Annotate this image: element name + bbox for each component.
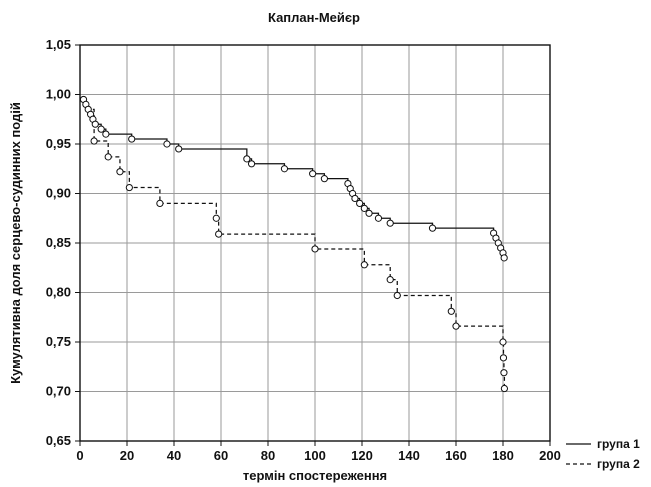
plot-frame: [79, 44, 551, 442]
x-tick-label: 120: [351, 448, 373, 463]
series-group-2-point: [499, 354, 508, 362]
series-group-1-point: [360, 204, 368, 212]
y-tick-label: 1,00: [46, 87, 71, 102]
series-group-1-point: [351, 194, 359, 203]
y-tick-label: 0,75: [46, 334, 71, 349]
x-tick-label: 140: [398, 448, 420, 463]
legend-group-2-label: група 2: [597, 457, 640, 471]
series-group-1-point: [128, 135, 136, 143]
series-group-1-point: [374, 214, 383, 222]
marker-layer: [79, 95, 509, 393]
series-group-2-point: [311, 245, 319, 253]
y-axis-title: Кумулятивна доля серцево-судинних подій: [8, 102, 23, 384]
series-group-1-point: [280, 165, 289, 173]
x-tick-label: 160: [445, 448, 467, 463]
y-tick-label: 0,80: [46, 285, 71, 300]
series-group-1-point: [320, 175, 328, 183]
series-group-1-point: [500, 254, 508, 262]
x-axis-title: термін спостереження: [243, 468, 387, 483]
y-tick-label: 0,70: [46, 384, 71, 399]
y-tick-label: 0,85: [46, 235, 71, 250]
series-group-2-point: [212, 214, 220, 222]
series-group-2-point: [215, 230, 223, 238]
grid-layer: [80, 45, 550, 441]
x-tick-label: 40: [167, 448, 181, 463]
x-tick-label: 100: [304, 448, 326, 463]
series-group-2-point: [452, 322, 460, 330]
x-tick-label: 200: [539, 448, 561, 463]
y-tick-label: 0,95: [46, 136, 71, 151]
series-group-1-point: [309, 170, 317, 178]
series-group-1-point: [243, 155, 251, 163]
series-group-1-point: [247, 160, 256, 168]
series-group-2-point: [500, 384, 509, 393]
series-group-2-point: [116, 168, 124, 176]
series-group-1-point: [365, 209, 373, 217]
series-group-2-point: [104, 153, 112, 161]
axis-layer: 0 20 40 60 80 100 120 140 160 180 200 0,65 0,70 0,75 0…: [46, 37, 561, 463]
series-group-1-point: [163, 140, 171, 148]
series-group-1-point: [175, 145, 183, 153]
legend-layer: група 1 група 2: [566, 437, 640, 471]
series-group-1-point: [91, 120, 99, 128]
series-group-2-point: [499, 338, 507, 346]
series-group-2-line: [85, 108, 506, 389]
series-group-2-point: [447, 307, 455, 315]
x-tick-label: 80: [261, 448, 275, 463]
series-group-2-point: [500, 369, 508, 377]
series-group-2-point: [125, 183, 133, 192]
series-group-2-point: [360, 261, 368, 269]
series-group-2-point: [90, 137, 98, 145]
x-tick-label: 20: [120, 448, 134, 463]
series-group-1-point: [97, 125, 105, 133]
series-group-2-point: [393, 291, 401, 300]
y-tick-label: 0,65: [46, 433, 71, 448]
chart-title: Каплан-Мейєр: [268, 10, 360, 25]
x-tick-label: 0: [76, 448, 83, 463]
x-tick-label: 180: [492, 448, 514, 463]
x-tick-label: 60: [214, 448, 228, 463]
series-group-2-point: [156, 199, 164, 207]
series-group-1-point: [386, 219, 394, 227]
series-group-1-point: [102, 130, 110, 138]
y-tick-label: 0,90: [46, 186, 71, 201]
series-group-1-point: [356, 199, 364, 207]
series-group-1-point: [428, 224, 437, 232]
series-group-2-point: [386, 276, 394, 284]
y-tick-label: 1,05: [46, 37, 71, 52]
legend-group-1-label: група 1: [597, 437, 640, 451]
